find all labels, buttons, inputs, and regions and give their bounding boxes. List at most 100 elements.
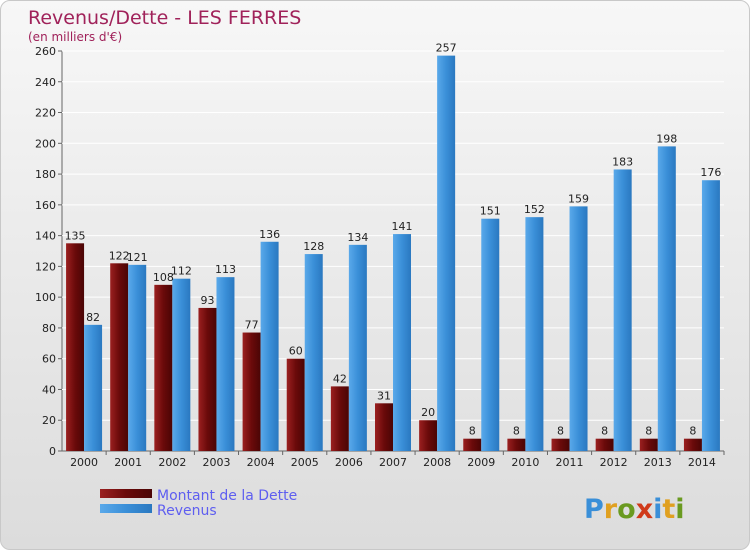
x-tick-label: 2001	[114, 456, 142, 469]
data-label-revenue: 176	[700, 166, 721, 179]
data-label-debt: 31	[377, 389, 391, 402]
bar-debt	[639, 438, 658, 451]
data-label-debt: 20	[421, 406, 435, 419]
bar-debt	[286, 358, 305, 451]
data-label-revenue: 128	[303, 240, 324, 253]
y-tick-label: 0	[49, 445, 56, 458]
data-label-debt: 108	[153, 271, 174, 284]
data-label-revenue: 82	[86, 311, 100, 324]
data-label-revenue: 141	[392, 220, 413, 233]
x-tick-label: 2008	[423, 456, 451, 469]
data-label-debt: 135	[65, 229, 86, 242]
y-tick-label: 260	[35, 45, 56, 58]
x-tick-label: 2002	[158, 456, 186, 469]
data-label-debt: 93	[200, 294, 214, 307]
bar-revenue	[569, 206, 588, 451]
bar-debt	[330, 386, 349, 451]
legend: Montant de la Dette Revenus	[100, 488, 297, 519]
logo-text: Proxiti	[584, 494, 685, 525]
bar-revenue	[304, 254, 323, 451]
bar-debt	[595, 438, 614, 451]
legend-swatch-debt	[100, 489, 152, 498]
bar-debt	[242, 332, 261, 451]
x-tick-label: 2009	[467, 456, 495, 469]
proxiti-logo: Proxiti	[584, 494, 685, 525]
bar-revenue	[172, 278, 191, 451]
x-tick-label: 2005	[291, 456, 319, 469]
data-label-revenue: 151	[480, 205, 501, 218]
bar-revenue	[525, 217, 544, 451]
bar-revenue	[481, 218, 500, 451]
data-label-debt: 42	[333, 372, 347, 385]
bar-revenue	[84, 324, 103, 451]
y-tick-label: 140	[35, 230, 56, 243]
y-tick-label: 160	[35, 199, 56, 212]
data-label-revenue: 136	[259, 228, 280, 241]
chart-subtitle: (en milliers d'€)	[28, 30, 122, 44]
data-label-revenue: 198	[656, 132, 677, 145]
bar-revenue	[437, 55, 456, 451]
data-label-revenue: 113	[215, 263, 236, 276]
data-label-revenue: 134	[347, 231, 368, 244]
x-tick-label: 2004	[247, 456, 275, 469]
x-tick-label: 2011	[556, 456, 584, 469]
data-label-debt: 8	[513, 425, 520, 438]
x-tick-label: 2003	[202, 456, 230, 469]
data-label-revenue: 257	[436, 42, 457, 55]
data-label-debt: 8	[645, 425, 652, 438]
bar-debt	[198, 307, 217, 451]
bar-revenue	[260, 241, 279, 451]
legend-swatch-revenue	[100, 504, 152, 513]
data-label-revenue: 121	[127, 251, 148, 264]
x-tick-label: 2000	[70, 456, 98, 469]
bar-revenue	[128, 264, 147, 451]
data-label-debt: 77	[245, 319, 259, 332]
bar-revenue	[657, 146, 676, 451]
data-label-revenue: 183	[612, 155, 633, 168]
bar-debt	[66, 243, 85, 451]
y-tick-label: 80	[42, 322, 56, 335]
bar-debt	[463, 438, 482, 451]
data-label-revenue: 159	[568, 192, 589, 205]
bar-debt	[683, 438, 702, 451]
x-tick-label: 2012	[600, 456, 628, 469]
data-label-revenue: 112	[171, 265, 192, 278]
bar-revenue	[393, 234, 411, 451]
y-tick-label: 120	[35, 260, 56, 273]
y-tick-label: 180	[35, 168, 56, 181]
bar-debt	[419, 420, 438, 451]
bar-revenue	[701, 180, 720, 451]
bar-revenue	[348, 244, 367, 451]
y-tick-label: 220	[35, 107, 56, 120]
legend-label-revenue: Revenus	[157, 503, 217, 519]
legend-label-debt: Montant de la Dette	[157, 488, 297, 504]
x-tick-label: 2014	[688, 456, 716, 469]
bar-debt	[507, 438, 526, 451]
y-tick-label: 100	[35, 291, 56, 304]
data-label-debt: 60	[289, 345, 303, 358]
data-label-debt: 8	[469, 425, 476, 438]
data-label-debt: 8	[689, 425, 696, 438]
y-tick-label: 200	[35, 137, 56, 150]
bar-debt	[110, 263, 129, 451]
x-tick-label: 2007	[379, 456, 407, 469]
y-tick-label: 20	[42, 414, 56, 427]
bar-debt	[154, 284, 173, 451]
data-label-debt: 122	[109, 249, 130, 262]
y-tick-label: 240	[35, 76, 56, 89]
data-label-debt: 8	[601, 425, 608, 438]
bar-revenue	[216, 277, 235, 451]
x-tick-label: 2010	[511, 456, 539, 469]
x-tick-label: 2013	[644, 456, 672, 469]
data-label-debt: 8	[557, 425, 564, 438]
bar-debt	[551, 438, 570, 451]
data-label-revenue: 152	[524, 203, 545, 216]
x-tick-label: 2006	[335, 456, 363, 469]
bar-revenue	[613, 169, 632, 451]
y-tick-label: 60	[42, 353, 56, 366]
bar-debt	[375, 403, 393, 451]
y-tick-label: 40	[42, 383, 56, 396]
chart-title: Revenus/Dette - LES FERRES	[28, 7, 301, 29]
